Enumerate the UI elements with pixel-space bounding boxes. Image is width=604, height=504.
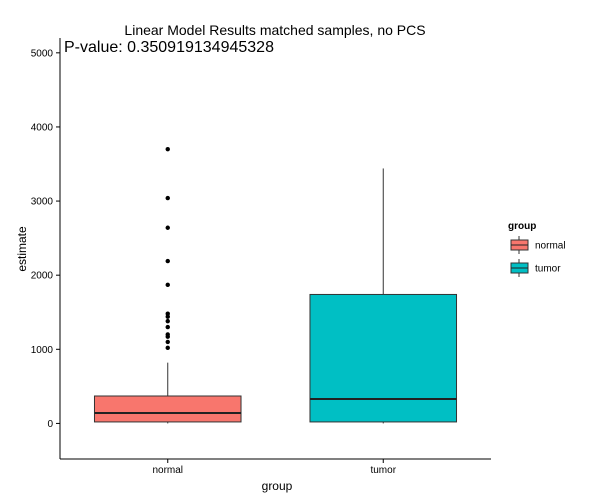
legend: group normal tumor — [508, 221, 566, 277]
x-axis-ticks: normal tumor — [152, 459, 397, 476]
legend-item-tumor: tumor — [510, 259, 561, 277]
box-tumor — [309, 168, 458, 424]
y-tick-label: 2000 — [31, 271, 54, 282]
outlier-point — [165, 225, 170, 230]
legend-title: group — [508, 221, 536, 232]
x-tick-label: tumor — [370, 465, 396, 476]
legend-label-normal: normal — [535, 241, 566, 252]
y-tick-label: 4000 — [31, 122, 54, 133]
legend-items: normal tumor — [510, 236, 566, 277]
y-axis-ticks: 0 1000 2000 3000 4000 5000 — [31, 48, 60, 430]
box-body — [309, 293, 458, 423]
chart-title: Linear Model Results matched samples, no… — [124, 22, 425, 38]
x-tick-label: normal — [152, 465, 183, 476]
box-series — [93, 146, 458, 424]
y-tick-label: 0 — [47, 419, 53, 430]
box-body — [93, 395, 242, 423]
outlier-point — [165, 318, 170, 324]
outlier-point — [165, 345, 170, 351]
plot-area: 0 1000 2000 3000 4000 5000 normal tumor — [31, 38, 491, 476]
outlier-point — [165, 146, 170, 152]
y-tick-label: 1000 — [31, 345, 54, 356]
y-tick-label: 3000 — [31, 197, 54, 208]
legend-label-tumor: tumor — [535, 264, 561, 275]
outlier-point — [165, 311, 170, 316]
outlier-point — [165, 324, 170, 330]
outlier-point — [165, 332, 170, 337]
outlier-point — [165, 195, 170, 201]
legend-item-normal: normal — [510, 236, 566, 254]
y-axis-title: estimate — [15, 226, 29, 272]
x-axis-title: group — [262, 479, 293, 493]
outlier-point — [165, 339, 170, 345]
chart-subtitle: P-value: 0.350919134945328 — [64, 39, 274, 56]
outlier-point — [165, 258, 170, 264]
box-normal — [93, 146, 242, 424]
outlier-point — [165, 282, 170, 288]
y-tick-label: 5000 — [31, 48, 54, 59]
